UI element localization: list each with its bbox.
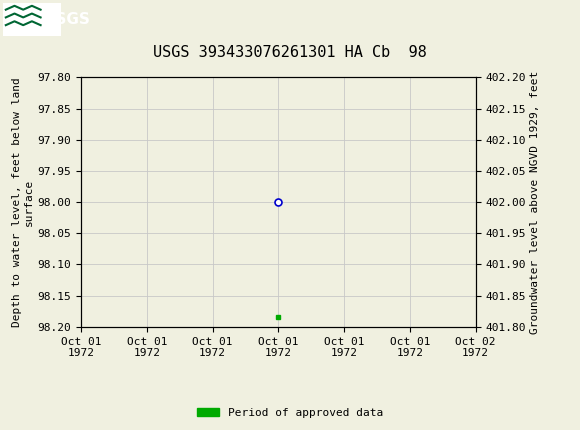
- FancyBboxPatch shape: [3, 3, 61, 36]
- Y-axis label: Groundwater level above NGVD 1929, feet: Groundwater level above NGVD 1929, feet: [530, 71, 540, 334]
- Legend: Period of approved data: Period of approved data: [193, 403, 387, 422]
- Text: USGS: USGS: [44, 12, 90, 27]
- Text: USGS 393433076261301 HA Cb  98: USGS 393433076261301 HA Cb 98: [153, 45, 427, 60]
- Y-axis label: Depth to water level, feet below land
surface: Depth to water level, feet below land su…: [12, 77, 34, 327]
